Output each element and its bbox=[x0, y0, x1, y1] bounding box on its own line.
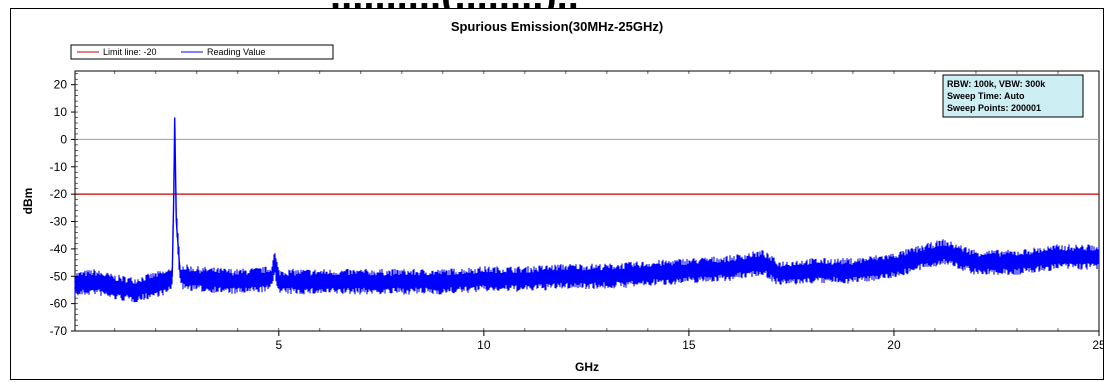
x-tick-label: 20 bbox=[887, 338, 901, 352]
reading-value-trace bbox=[74, 117, 1100, 303]
x-tick-label: 10 bbox=[477, 338, 491, 352]
chart-frame: Spurious Emission(30MHz-25GHz) Limit lin… bbox=[10, 8, 1104, 380]
info-rbw-vbw: RBW: 100k, VBW: 300k bbox=[947, 79, 1046, 89]
y-tick-label: -70 bbox=[50, 324, 68, 338]
legend: Limit line: -20 Reading Value bbox=[70, 44, 334, 60]
reading-value-line bbox=[74, 117, 1099, 291]
reference-lines bbox=[75, 138, 1099, 195]
info-sweep-time: Sweep Time: Auto bbox=[947, 91, 1025, 101]
y-tick-label: -60 bbox=[50, 297, 68, 311]
x-tick-label: 25 bbox=[1092, 338, 1103, 352]
y-axis-label: dBm bbox=[21, 188, 35, 215]
measurement-info-box: RBW: 100k, VBW: 300k Sweep Time: Auto Sw… bbox=[942, 74, 1084, 118]
y-tick-label: -10 bbox=[50, 160, 68, 174]
y-tick-label: -40 bbox=[50, 242, 68, 256]
y-tick-label: -30 bbox=[50, 215, 68, 229]
info-box-background bbox=[942, 74, 1084, 118]
y-tick-label: 10 bbox=[54, 105, 68, 119]
x-tick-label: 15 bbox=[682, 338, 696, 352]
x-axis: 5 10 15 20 25 bbox=[114, 71, 1103, 352]
y-tick-label: -50 bbox=[50, 269, 68, 283]
x-axis-label: GHz bbox=[575, 360, 599, 374]
info-sweep-points: Sweep Points: 200001 bbox=[947, 103, 1041, 113]
y-axis: 20 10 0 -10 -20 -30 -40 -50 -60 -70 bbox=[50, 73, 78, 338]
x-tick-label: 5 bbox=[275, 338, 282, 352]
y-tick-label: 0 bbox=[60, 132, 67, 146]
y-tick-label: 20 bbox=[54, 78, 68, 92]
legend-label-limit-line: Limit line: -20 bbox=[103, 47, 157, 57]
spurious-emission-chart: Spurious Emission(30MHz-25GHz) Limit lin… bbox=[21, 19, 1103, 374]
y-tick-label: -20 bbox=[50, 187, 68, 201]
chart-title: Spurious Emission(30MHz-25GHz) bbox=[451, 19, 663, 34]
legend-label-reading-value: Reading Value bbox=[207, 47, 265, 57]
